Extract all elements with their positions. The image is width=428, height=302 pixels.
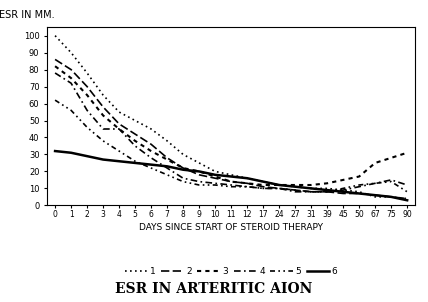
X-axis label: DAYS SINCE START OF STEROID THERAPY: DAYS SINCE START OF STEROID THERAPY xyxy=(139,223,323,232)
Text: ESR IN ARTERITIC AION: ESR IN ARTERITIC AION xyxy=(115,282,313,296)
Legend: 1, 2, 3, 4, 5, 6: 1, 2, 3, 4, 5, 6 xyxy=(121,263,341,280)
Text: ESR IN MM.: ESR IN MM. xyxy=(0,10,55,20)
